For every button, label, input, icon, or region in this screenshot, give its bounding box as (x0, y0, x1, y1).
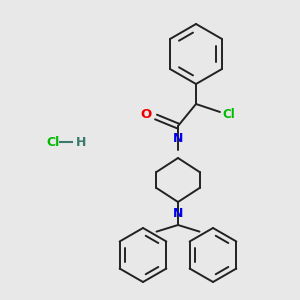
Text: O: O (140, 109, 152, 122)
Text: N: N (173, 207, 183, 220)
Text: H: H (76, 136, 86, 148)
Text: N: N (173, 132, 183, 145)
Text: Cl: Cl (222, 107, 235, 121)
Text: Cl: Cl (46, 136, 59, 148)
